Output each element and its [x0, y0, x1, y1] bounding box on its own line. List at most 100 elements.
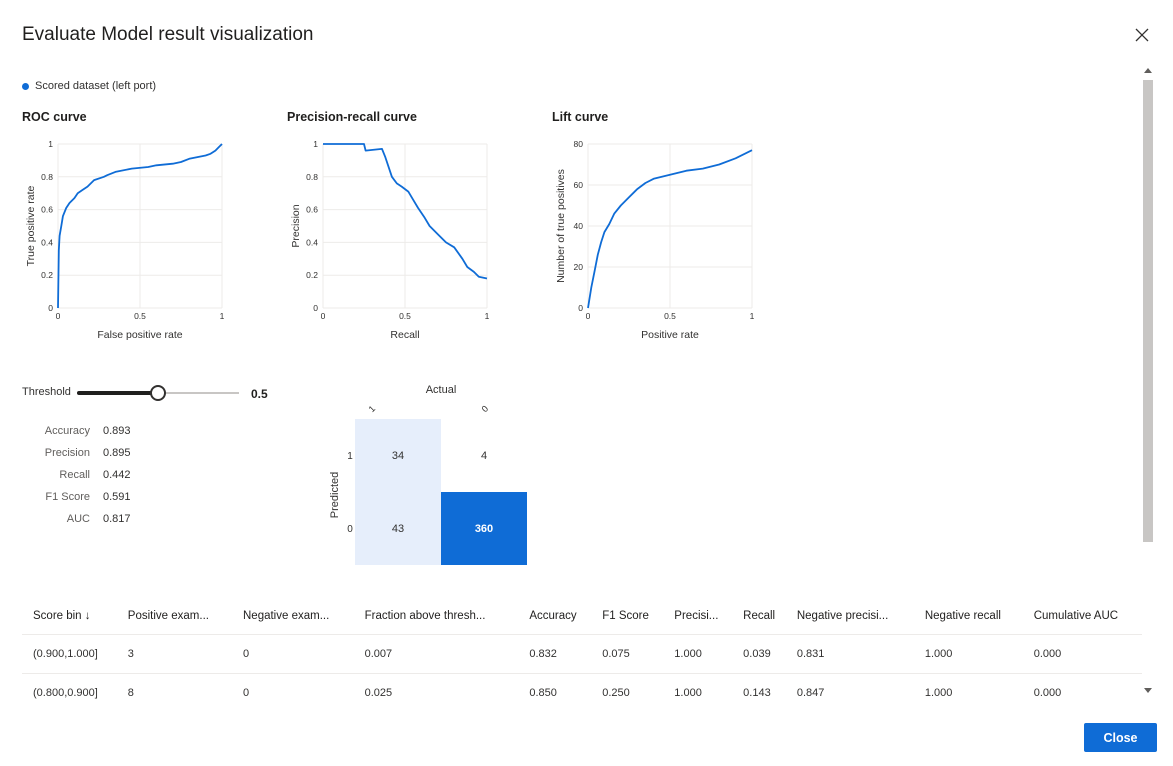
column-header-negative-recall[interactable]: Negative recall [913, 598, 1023, 635]
y-tick-label: 1 [313, 139, 318, 149]
series-line [587, 149, 753, 309]
cm-cell-value: 34 [392, 450, 404, 462]
column-header-negative-precision[interactable]: Negative precisi... [785, 598, 914, 635]
metric-value: 0.591 [103, 491, 131, 503]
column-header-score-bin[interactable]: Score bin ↓ [22, 598, 117, 635]
metric-precision: Precision 0.895 [22, 442, 131, 464]
metric-recall: Recall 0.442 [22, 464, 131, 486]
score-bin-table: Score bin ↓ Positive exam... Negative ex… [22, 598, 1142, 708]
x-tick-label: 0.5 [664, 311, 676, 321]
slider-thumb[interactable] [150, 385, 166, 401]
confusion-matrix: Actual 1 0 Predicted 1 0 34 4 43 360 [329, 384, 527, 565]
y-axis-label: Precision [290, 204, 302, 247]
cm-row-label: 0 [347, 524, 353, 535]
metric-name: F1 Score [45, 491, 90, 503]
table-cell: 3 [116, 634, 232, 674]
close-button[interactable]: Close [1084, 723, 1157, 752]
scrollbar-thumb[interactable] [1143, 80, 1153, 542]
cm-cell [355, 492, 441, 565]
chart-svg: 0 0.2 0.4 0.6 0.8 1 0 0.5 1 Recall Precision [290, 139, 490, 341]
chart-legend: Scored dataset (left port) [22, 80, 156, 92]
y-tick-label: 0.6 [41, 205, 53, 215]
metric-value: 0.893 [103, 425, 131, 437]
table-cell: 0.039 [732, 634, 786, 674]
threshold-slider[interactable] [77, 385, 239, 401]
cm-row-label: 1 [347, 451, 353, 462]
y-tick-label: 0.2 [41, 270, 53, 280]
precision-recall-chart: 0 0.2 0.4 0.6 0.8 1 0 0.5 1 Recall Precision [287, 130, 517, 350]
y-tick-label: 0 [578, 303, 583, 313]
cm-actual-label: Actual [426, 384, 457, 396]
cm-cell-value: 360 [475, 523, 493, 535]
x-axis-label: False positive rate [97, 329, 182, 341]
cm-cell [355, 419, 441, 492]
table-header-row: Score bin ↓ Positive exam... Negative ex… [22, 598, 1142, 635]
cm-predicted-label: Predicted [329, 472, 341, 518]
x-tick-label: 1 [750, 311, 755, 321]
column-header-recall[interactable]: Recall [732, 598, 786, 635]
cm-col-label: 0 [480, 404, 491, 415]
metric-name: AUC [66, 513, 90, 525]
column-header-accuracy[interactable]: Accuracy [518, 598, 592, 635]
table-row[interactable]: (0.900,1.000] 3 0 0.007 0.832 0.075 1.00… [22, 634, 1142, 674]
table-cell: 0.000 [1022, 634, 1142, 674]
pr-chart-title: Precision-recall curve [287, 110, 417, 124]
metric-value: 0.442 [103, 469, 131, 481]
close-icon[interactable] [1133, 26, 1151, 44]
table-cell: 0 [232, 634, 354, 674]
column-header-negative-examples[interactable]: Negative exam... [232, 598, 354, 635]
metric-auc: AUC 0.817 [22, 508, 131, 530]
column-header-positive-examples[interactable]: Positive exam... [116, 598, 232, 635]
dialog-title: Evaluate Model result visualization [22, 24, 314, 45]
threshold-label: Threshold [22, 386, 71, 398]
table-cell: 1.000 [913, 634, 1023, 674]
y-tick-label: 0.4 [41, 237, 53, 247]
scroll-up-icon[interactable] [1144, 68, 1152, 73]
metric-value: 0.817 [103, 513, 131, 525]
metric-name: Recall [59, 469, 90, 481]
y-tick-label: 40 [574, 221, 584, 231]
series-line [57, 143, 223, 309]
column-header-precision[interactable]: Precisi... [663, 598, 733, 635]
y-tick-label: 1 [48, 139, 53, 149]
column-header-cumulative-auc[interactable]: Cumulative AUC [1022, 598, 1142, 635]
table-cell: 0.007 [353, 634, 519, 674]
scroll-down-icon[interactable] [1144, 688, 1152, 693]
table-cell: 0.143 [732, 673, 786, 708]
metric-f1-score: F1 Score 0.591 [22, 486, 131, 508]
table-cell: (0.800,0.900] [22, 673, 117, 708]
vertical-scrollbar[interactable] [1141, 64, 1155, 700]
column-header-f1-score[interactable]: F1 Score [591, 598, 664, 635]
chart-svg: 0 20 40 60 80 0 0.5 1 Positive rate Number of tru… [555, 139, 755, 341]
cm-cell [441, 419, 527, 492]
cm-cell-value: 4 [481, 450, 487, 462]
x-tick-label: 1 [485, 311, 490, 321]
series-line [323, 143, 488, 280]
metric-value: 0.895 [103, 447, 131, 459]
x-tick-label: 0.5 [134, 311, 146, 321]
y-tick-label: 0 [48, 303, 53, 313]
table-row[interactable]: (0.800,0.900] 8 0 0.025 0.850 0.250 1.00… [22, 673, 1142, 708]
table-cell: 0.075 [591, 634, 664, 674]
lift-chart-title: Lift curve [552, 110, 609, 124]
y-tick-label: 0.8 [306, 172, 318, 182]
y-tick-label: 0.8 [41, 172, 53, 182]
x-tick-label: 0 [56, 311, 61, 321]
chart-svg: 0 0.2 0.4 0.6 0.8 1 0 0.5 1 False positive rate Tr… [25, 139, 225, 341]
table-cell: 8 [116, 673, 232, 708]
table-cell: 0.850 [518, 673, 592, 708]
table-cell: 0.831 [785, 634, 914, 674]
x-axis-label: Recall [390, 329, 419, 341]
slider-fill [77, 391, 158, 395]
column-header-fraction-above-threshold[interactable]: Fraction above thresh... [353, 598, 519, 635]
y-tick-label: 20 [574, 262, 584, 272]
metric-accuracy: Accuracy 0.893 [22, 420, 131, 442]
table-cell: 0.832 [518, 634, 592, 674]
y-tick-label: 80 [574, 139, 584, 149]
x-tick-label: 1 [220, 311, 225, 321]
table-cell: 0.250 [591, 673, 664, 708]
x-tick-label: 0 [586, 311, 591, 321]
x-tick-label: 0 [321, 311, 326, 321]
legend-dot-icon [22, 82, 29, 90]
metrics-list: Accuracy 0.893 Precision 0.895 Recall 0.442… [22, 420, 131, 530]
